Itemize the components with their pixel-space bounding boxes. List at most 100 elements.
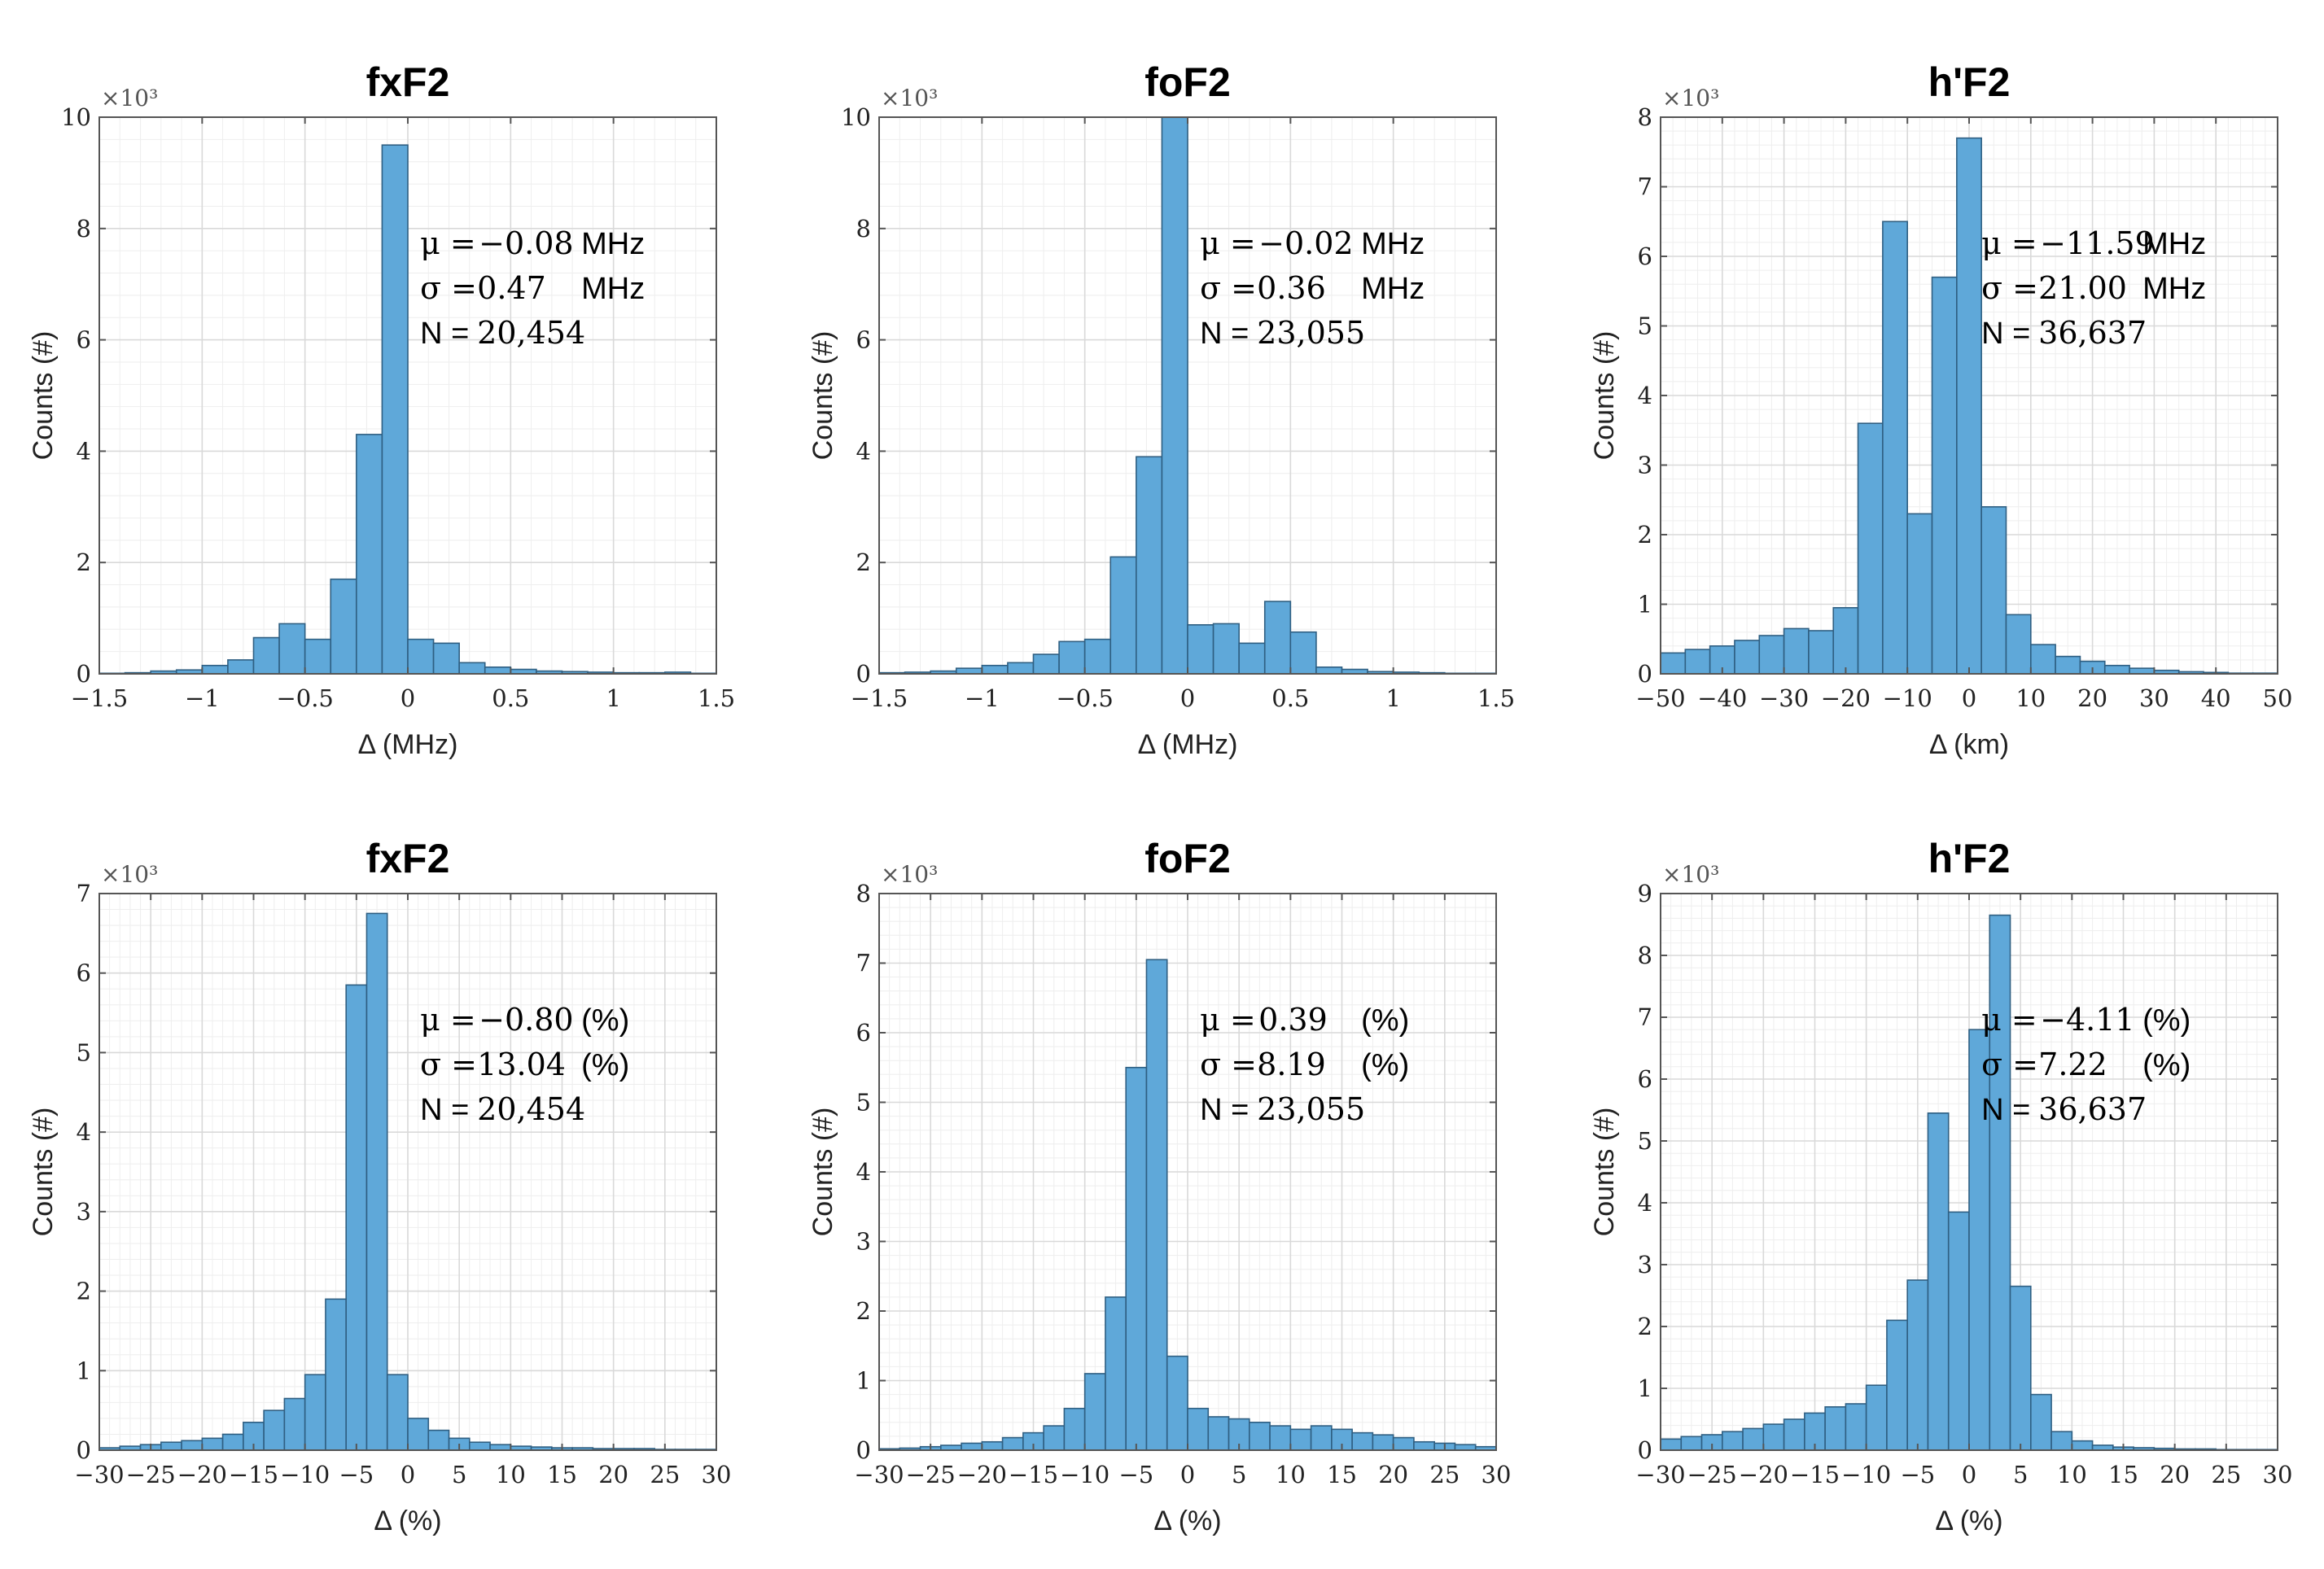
mu-unit: (%) bbox=[1361, 1003, 1409, 1038]
histogram-bar bbox=[1187, 1407, 1210, 1451]
histogram-bar bbox=[1289, 631, 1317, 675]
x-tick-label: −10 bbox=[1841, 1461, 1891, 1488]
histogram-bar bbox=[2055, 655, 2081, 675]
histogram-bar bbox=[1947, 1211, 1970, 1451]
x-tick-label: 0 bbox=[1962, 1461, 1976, 1488]
histogram-bar bbox=[243, 1422, 265, 1451]
y-axis-label: Counts (#) bbox=[1589, 331, 1620, 461]
x-tick-label: −40 bbox=[1697, 684, 1747, 712]
y-tick-label: 2 bbox=[856, 1297, 871, 1325]
x-tick-label: −30 bbox=[854, 1461, 904, 1488]
histogram-bar bbox=[1722, 1431, 1744, 1451]
x-tick-label: −0.5 bbox=[276, 684, 333, 712]
mu-value: −0.08 bbox=[479, 225, 573, 261]
histogram-bar bbox=[1372, 1434, 1394, 1451]
y-tick-label: 5 bbox=[1638, 1127, 1652, 1155]
histogram-bar bbox=[1269, 1425, 1292, 1451]
x-tick-label: 30 bbox=[702, 1461, 732, 1488]
chart-title: foF2 bbox=[1144, 59, 1231, 105]
histogram-bar bbox=[381, 144, 409, 675]
y-tick-label: 1 bbox=[1638, 1375, 1652, 1402]
mu-label: μ = bbox=[1200, 225, 1256, 261]
histogram-bar bbox=[1956, 137, 1982, 675]
sigma-label: σ = bbox=[1981, 1047, 2038, 1082]
chart-panel-1: −1.5 −1 −0.5 0 0.5 1 1.5 0 2 4 6 8 10 ×10³ fxF2 Δ (MHz)… bbox=[28, 59, 735, 760]
histogram-bar bbox=[221, 1433, 244, 1451]
y-tick-label: 0 bbox=[856, 1436, 871, 1464]
mu-value: 0.39 bbox=[1258, 1002, 1328, 1038]
y-tick-label: 6 bbox=[1638, 243, 1652, 270]
histogram-bar bbox=[407, 1418, 430, 1451]
y-tick-label: 7 bbox=[856, 950, 871, 977]
y-tick-label: 1 bbox=[1638, 591, 1652, 618]
y-tick-label: 0 bbox=[1638, 660, 1652, 688]
histogram-bar bbox=[1906, 1279, 1929, 1451]
x-tick-label: 15 bbox=[2108, 1461, 2138, 1488]
mu-unit: MHz bbox=[1361, 227, 1425, 261]
x-tick-label: −0.5 bbox=[1056, 684, 1113, 712]
y-tick-label: 6 bbox=[1638, 1065, 1652, 1093]
n-label: N = bbox=[1981, 1093, 2030, 1127]
sigma-unit: (%) bbox=[2142, 1048, 2191, 1082]
histogram-bar bbox=[263, 1409, 286, 1451]
mu-unit: MHz bbox=[2142, 227, 2206, 261]
y-tick-label: 3 bbox=[1638, 452, 1652, 479]
histogram-bar bbox=[1109, 556, 1137, 675]
y-multiplier: ×10³ bbox=[101, 861, 158, 888]
sigma-value: 7.22 bbox=[2038, 1047, 2107, 1082]
histogram-bar bbox=[1105, 1296, 1127, 1451]
histogram-bar bbox=[252, 636, 280, 675]
histogram-bar bbox=[1032, 653, 1060, 675]
histogram-bar bbox=[1007, 662, 1035, 675]
mu-label: μ = bbox=[420, 1002, 476, 1038]
histogram-bar bbox=[1886, 1319, 1909, 1451]
histogram-bar bbox=[1083, 1373, 1106, 1451]
histogram-bars bbox=[98, 912, 717, 1451]
histogram-bar bbox=[330, 578, 357, 675]
x-tick-label: 15 bbox=[1327, 1461, 1357, 1488]
y-tick-label: 5 bbox=[1638, 312, 1652, 340]
x-tick-label: −10 bbox=[1060, 1461, 1109, 1488]
stats-annotation: μ = −0.02 0.36σ = MHz MHz N = 23,055 bbox=[1200, 225, 1425, 351]
histogram-bar bbox=[1824, 1406, 1847, 1451]
y-tick-label: 6 bbox=[856, 1019, 871, 1047]
x-tick-label: −25 bbox=[126, 1461, 176, 1488]
histogram-bar bbox=[1238, 642, 1266, 675]
x-tick-label: 20 bbox=[2077, 684, 2107, 712]
x-tick-label: 10 bbox=[2057, 1461, 2087, 1488]
x-tick-label: 10 bbox=[1276, 1461, 1306, 1488]
sigma-label: σ = bbox=[420, 270, 477, 306]
y-axis-label: Counts (#) bbox=[28, 1108, 59, 1237]
n-value: 36,637 bbox=[2038, 315, 2147, 351]
y-tick-label: 5 bbox=[77, 1038, 91, 1066]
histogram-bar bbox=[283, 1397, 306, 1451]
histogram-bar bbox=[961, 1442, 983, 1451]
histogram-bar bbox=[1136, 456, 1163, 675]
x-tick-label: 1.5 bbox=[698, 684, 735, 712]
x-tick-label: −20 bbox=[1821, 684, 1871, 712]
histogram-bar bbox=[1001, 1436, 1024, 1451]
x-axis-label: Δ (MHz) bbox=[1138, 729, 1238, 760]
histogram-bar bbox=[1680, 1436, 1703, 1451]
y-tick-label: 1 bbox=[77, 1357, 91, 1384]
x-axis-label: Δ (%) bbox=[1935, 1506, 2002, 1536]
x-tick-label: 25 bbox=[1429, 1461, 1460, 1488]
x-tick-label: 30 bbox=[1481, 1461, 1512, 1488]
histogram-bar bbox=[1865, 1384, 1888, 1451]
chart-panel-5: −30 −25 −20 −15 −10 −5 0 5 10 15 20 25 30 0 1 2 3 4 5 6 7 8 ×1… bbox=[807, 836, 1511, 1536]
histogram-bar bbox=[1043, 1425, 1066, 1451]
y-multiplier: ×10³ bbox=[101, 85, 158, 111]
y-tick-label: 3 bbox=[856, 1228, 871, 1256]
histogram-bar bbox=[1980, 505, 2007, 675]
x-tick-label: −5 bbox=[1900, 1461, 1935, 1488]
y-multiplier: ×10³ bbox=[881, 85, 938, 111]
sigma-label: σ = bbox=[1981, 270, 2038, 306]
x-tick-label: 5 bbox=[2013, 1461, 2028, 1488]
grid bbox=[878, 116, 1497, 675]
y-tick-label: 5 bbox=[856, 1089, 871, 1117]
mu-label: μ = bbox=[1981, 225, 2037, 261]
y-tick-label: 3 bbox=[77, 1198, 91, 1226]
histogram-bar bbox=[1187, 624, 1215, 675]
mu-value: −0.80 bbox=[479, 1002, 573, 1038]
x-tick-label: −30 bbox=[74, 1461, 124, 1488]
